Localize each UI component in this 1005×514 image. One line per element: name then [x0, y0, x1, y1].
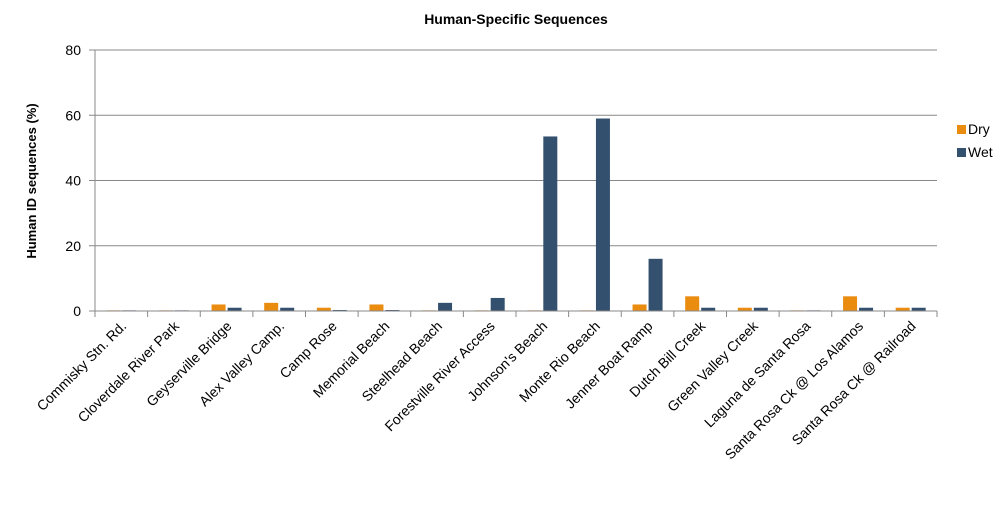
bar — [280, 307, 295, 311]
bar — [685, 296, 700, 311]
bar — [227, 307, 242, 311]
bar — [843, 296, 858, 311]
chart-title: Human-Specific Sequences — [424, 11, 608, 27]
bar — [895, 307, 910, 311]
bar — [369, 304, 384, 311]
y-tick-label: 0 — [73, 303, 81, 319]
x-tick-label: Cloverdale River Park — [74, 317, 182, 425]
bar — [490, 297, 505, 311]
bar — [595, 118, 610, 311]
y-tick-label: 40 — [65, 173, 81, 189]
bar — [701, 307, 716, 311]
bar — [911, 307, 926, 311]
bar — [543, 136, 558, 311]
legend-label: Wet — [968, 144, 993, 160]
legend-swatch — [957, 125, 966, 134]
bar — [316, 307, 331, 311]
bar — [648, 258, 663, 311]
legend-label: Dry — [968, 121, 990, 137]
bar — [632, 304, 647, 311]
x-tick-label: Jenner Boat Ramp — [562, 318, 656, 412]
bar — [859, 307, 874, 311]
y-tick-label: 60 — [65, 107, 81, 123]
legend-swatch — [957, 148, 966, 157]
bar — [211, 304, 226, 311]
x-tick-label: Laguna de Santa Rosa — [701, 318, 814, 431]
bar — [264, 302, 279, 311]
y-tick-label: 20 — [65, 238, 81, 254]
bar — [438, 302, 453, 311]
bar — [737, 307, 752, 311]
bar — [753, 307, 768, 311]
y-axis-title: Human ID sequences (%) — [24, 103, 39, 258]
x-tick-label: Green Valley Creek — [664, 317, 762, 415]
x-tick-label: Commisky Stn. Rd. — [33, 318, 129, 414]
y-tick-label: 80 — [65, 42, 81, 58]
